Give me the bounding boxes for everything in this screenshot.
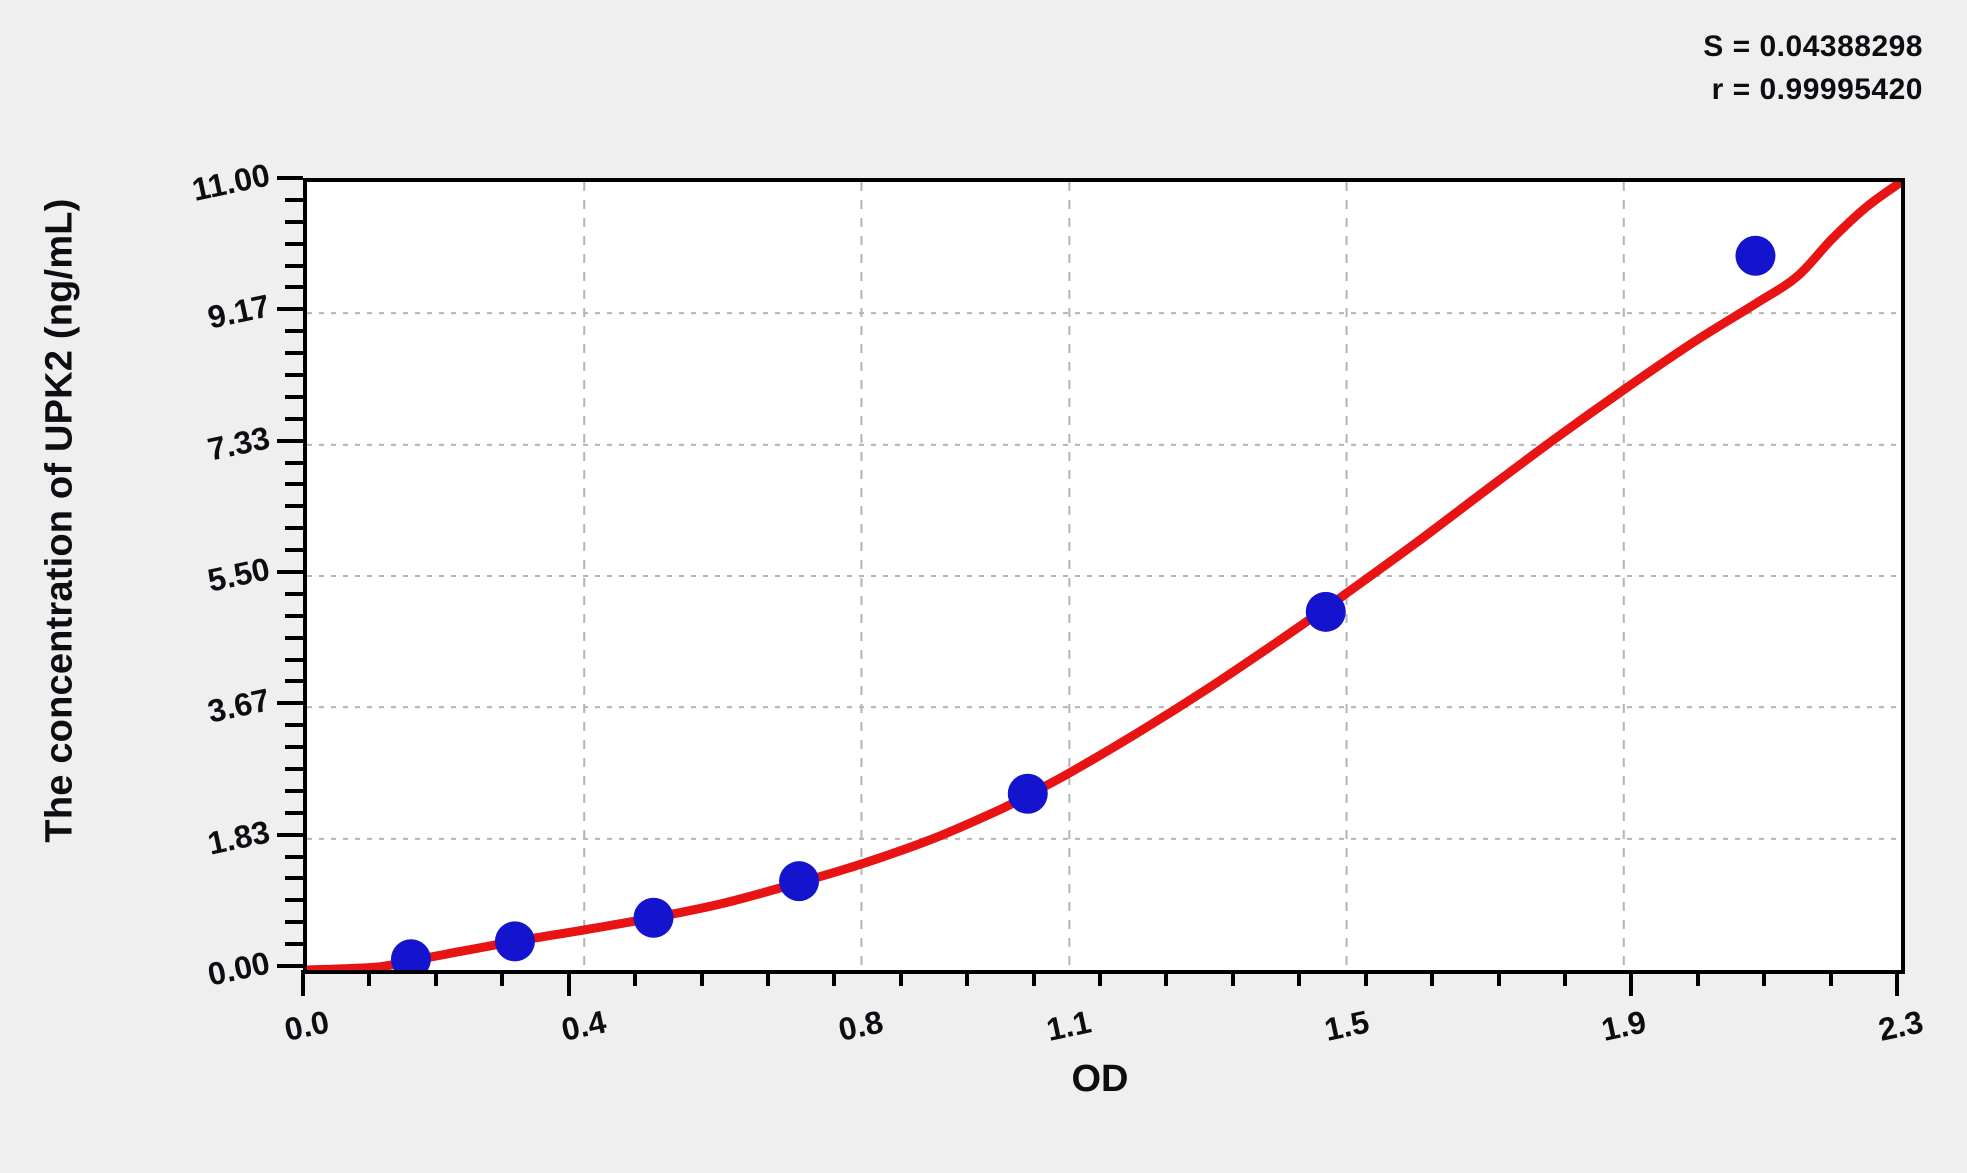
axis-tick-x — [1496, 970, 1501, 986]
y-axis-tick-label: 7.33 — [204, 419, 273, 468]
axis-tick-y — [285, 854, 303, 859]
data-point — [1007, 773, 1048, 814]
axis-tick-x — [433, 970, 438, 986]
data-point-group — [390, 235, 1776, 970]
data-point — [1735, 235, 1776, 276]
axis-tick-y — [285, 394, 303, 399]
axis-tick-y — [277, 964, 303, 968]
axis-tick-y — [285, 613, 303, 618]
axis-tick-y — [285, 219, 303, 224]
gridlines — [307, 182, 1901, 970]
x-axis-tick-label: 1.9 — [1598, 1003, 1650, 1048]
axis-tick-y — [285, 285, 303, 290]
y-axis-tick-label: 3.67 — [204, 681, 273, 730]
axis-tick-y — [277, 832, 303, 837]
axis-tick-y — [285, 767, 303, 771]
axis-tick-y — [285, 898, 303, 903]
fit-statistics: S = 0.04388298 r = 0.99995420 — [1703, 26, 1923, 111]
axis-tick-x — [1031, 970, 1036, 986]
x-axis-tick-label: 2.3 — [1875, 1003, 1927, 1048]
axis-tick-y — [285, 526, 303, 531]
axis-tick-x — [1895, 970, 1899, 996]
s-value-text: S = 0.04388298 — [1703, 30, 1923, 63]
axis-tick-x — [1828, 970, 1833, 986]
axis-tick-x — [1164, 970, 1169, 986]
axis-tick-x — [1629, 970, 1634, 996]
axis-tick-y — [285, 197, 303, 202]
x-axis-tick-label: 0.8 — [835, 1003, 887, 1048]
axis-tick-y — [285, 810, 303, 815]
axis-tick-x — [566, 970, 571, 996]
axis-tick-y — [285, 504, 303, 509]
axis-tick-y — [285, 329, 303, 334]
axis-tick-y — [285, 416, 303, 421]
y-axis-title: The concentration of UPK2 (ng/mL) — [38, 197, 81, 843]
x-axis-tick-label: 0.0 — [281, 1003, 333, 1048]
fitted-curve — [307, 182, 1901, 970]
data-point — [633, 897, 674, 938]
axis-tick-y — [277, 307, 303, 312]
axis-tick-y — [285, 591, 303, 596]
axis-tick-y — [285, 745, 303, 750]
axis-tick-x — [965, 970, 970, 986]
axis-tick-y — [277, 701, 303, 706]
axis-tick-x — [1297, 970, 1302, 986]
data-point — [779, 861, 820, 902]
axis-tick-y — [277, 570, 303, 574]
axis-tick-y — [277, 176, 303, 180]
axis-tick-x — [832, 970, 837, 986]
axis-tick-y — [285, 373, 303, 377]
y-axis-tick-label: 5.50 — [204, 550, 273, 599]
axis-tick-y — [285, 723, 303, 728]
x-axis-tick-label: 1.5 — [1320, 1003, 1372, 1048]
axis-tick-y — [285, 942, 303, 947]
y-axis-tick-label: 11.00 — [188, 156, 273, 208]
axis-tick-y — [285, 876, 303, 881]
axis-tick-x — [1230, 970, 1235, 986]
axis-tick-y — [285, 920, 303, 925]
axis-tick-y — [285, 482, 303, 487]
axis-tick-x — [765, 970, 770, 986]
axis-tick-x — [367, 970, 372, 986]
axis-tick-y — [285, 679, 303, 684]
r-value-text: r = 0.99995420 — [1711, 72, 1923, 106]
axis-tick-y — [285, 263, 303, 268]
axis-tick-y — [285, 241, 303, 246]
axis-tick-x — [1363, 970, 1368, 986]
axis-tick-x — [633, 970, 638, 986]
x-axis-tick-label: 1.1 — [1043, 1003, 1095, 1048]
axis-tick-x — [500, 970, 505, 986]
y-axis-tick-label: 9.17 — [204, 287, 273, 336]
x-axis-title: OD — [1071, 1058, 1129, 1100]
data-point — [390, 939, 431, 970]
data-point — [1305, 591, 1346, 632]
axis-tick-x — [898, 970, 903, 986]
axis-tick-y — [285, 460, 303, 465]
axis-tick-x — [1762, 970, 1767, 986]
axis-tick-x — [1695, 970, 1700, 986]
axis-tick-y — [277, 438, 303, 443]
axis-tick-y — [285, 657, 303, 662]
axis-tick-y — [285, 351, 303, 356]
y-axis-tick-label: 1.83 — [204, 813, 273, 862]
axis-tick-x — [301, 970, 305, 996]
axis-tick-x — [699, 970, 704, 986]
axis-tick-y — [285, 635, 303, 640]
plot-canvas — [307, 182, 1901, 970]
y-axis-tick-label: 0.00 — [204, 944, 273, 993]
axis-tick-x — [1562, 970, 1567, 986]
axis-tick-y — [285, 788, 303, 793]
axis-tick-x — [1098, 970, 1102, 986]
data-point — [494, 921, 535, 962]
axis-tick-y — [285, 548, 303, 553]
y-axis-title-container: The concentration of UPK2 (ng/mL) — [0, 0, 120, 1040]
x-axis-tick-label: 0.4 — [558, 1003, 610, 1048]
plot-area — [303, 178, 1905, 974]
axis-tick-x — [1430, 970, 1435, 986]
